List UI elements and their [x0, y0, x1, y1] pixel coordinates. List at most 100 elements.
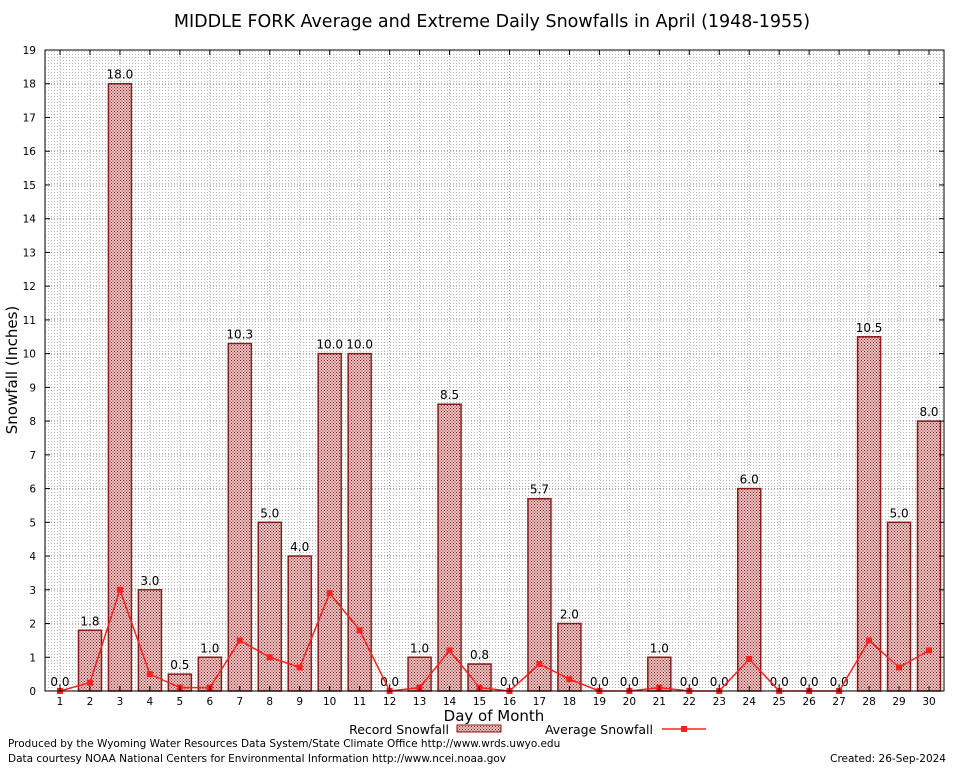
x-tick-label: 23 [713, 696, 726, 708]
legend-label-average: Average Snowfall [545, 722, 653, 737]
y-tick-label: 6 [29, 484, 36, 496]
bar-label-day-1: 0.0 [50, 675, 69, 689]
bar-label-day-11: 10.0 [346, 338, 373, 352]
average-point-day-2 [86, 679, 93, 686]
x-tick-label: 6 [206, 696, 213, 708]
x-tick-label: 18 [563, 696, 576, 708]
bar-label-day-14: 8.5 [440, 388, 459, 402]
bar-label-day-13: 1.0 [410, 641, 429, 655]
average-point-day-17 [536, 661, 543, 668]
bar-day-8 [257, 521, 282, 692]
bar-day-3 [107, 82, 133, 692]
x-tick-label: 21 [653, 696, 666, 708]
bar-label-day-6: 1.0 [200, 641, 219, 655]
x-tick-label: 15 [473, 696, 486, 708]
footer-data-courtesy: Data courtesy NOAA National Centers for … [8, 753, 507, 765]
y-tick-label: 8 [29, 416, 36, 428]
chart-title: MIDDLE FORK Average and Extreme Daily Sn… [174, 12, 810, 32]
x-tick-label: 25 [772, 696, 785, 708]
bar-label-day-18: 2.0 [560, 608, 579, 622]
y-tick-label: 3 [29, 585, 36, 597]
x-axis-ticks: 1 2 3 4 5 6 7 8 9 10 11 12 13 14 15 16 17 18 19 20 21 22 23 24 2… [57, 50, 936, 708]
y-tick-label: 16 [23, 146, 37, 158]
average-point-day-24 [746, 655, 753, 662]
y-tick-label: 17 [23, 112, 36, 124]
bar-label-day-12: 0.0 [380, 675, 399, 689]
x-tick-label: 4 [147, 696, 154, 708]
y-tick-label: 12 [23, 281, 36, 293]
footer-produced-by: Produced by the Wyoming Water Resources … [8, 738, 561, 750]
bar-label-day-26: 0.0 [800, 675, 819, 689]
bar-day-11 [347, 352, 372, 692]
x-tick-label: 3 [117, 696, 124, 708]
bar-label-day-7: 10.3 [226, 328, 253, 342]
y-tick-label: 19 [23, 45, 36, 57]
bar-label-day-8: 5.0 [260, 506, 279, 520]
x-tick-label: 7 [236, 696, 243, 708]
bar-label-day-29: 5.0 [890, 506, 909, 520]
bar-day-10 [317, 352, 342, 692]
average-point-day-9 [296, 664, 303, 671]
average-point-day-28 [866, 637, 873, 644]
x-tick-label: 22 [683, 696, 696, 708]
bar-label-day-5: 0.5 [170, 658, 189, 672]
bar-label-day-24: 6.0 [740, 473, 759, 487]
plot-frame [44, 49, 945, 692]
x-tick-label: 12 [383, 696, 396, 708]
x-tick-label: 30 [922, 696, 935, 708]
y-tick-label: 4 [29, 551, 36, 563]
x-tick-label: 1 [57, 696, 64, 708]
y-tick-label: 13 [23, 247, 36, 259]
legend-swatch-record [456, 724, 502, 733]
legend-marker-average [681, 726, 687, 732]
average-point-day-30 [926, 647, 933, 654]
y-tick-label: 18 [23, 79, 36, 91]
x-tick-label: 14 [443, 696, 457, 708]
x-tick-label: 29 [892, 696, 905, 708]
x-tick-label: 26 [802, 696, 816, 708]
x-tick-label: 17 [533, 696, 546, 708]
x-tick-label: 9 [296, 696, 303, 708]
bar-label-day-3: 18.0 [107, 68, 134, 82]
bar-label-day-30: 8.0 [919, 405, 938, 419]
x-tick-label: 16 [503, 696, 517, 708]
y-tick-label: 11 [23, 315, 36, 327]
average-point-day-3 [116, 586, 123, 593]
x-tick-label: 2 [87, 696, 94, 708]
x-tick-label: 5 [177, 696, 184, 708]
x-tick-label: 28 [862, 696, 875, 708]
bar-label-day-27: 0.0 [830, 675, 849, 689]
x-tick-label: 8 [266, 696, 273, 708]
y-tick-label: 14 [23, 214, 37, 226]
x-axis-label: Day of Month [444, 707, 545, 725]
bar-label-day-4: 3.0 [140, 574, 159, 588]
y-tick-label: 10 [23, 349, 36, 361]
legend-label-record: Record Snowfall [349, 722, 449, 737]
y-tick-label: 5 [29, 517, 36, 529]
average-point-day-4 [146, 671, 153, 678]
average-point-day-14 [446, 647, 453, 654]
x-tick-label: 20 [623, 696, 636, 708]
average-point-day-18 [566, 676, 573, 683]
average-point-day-11 [356, 627, 363, 634]
x-tick-label: 13 [413, 696, 426, 708]
bar-label-day-9: 4.0 [290, 540, 309, 554]
y-tick-label: 1 [29, 652, 36, 664]
bar-label-day-10: 10.0 [316, 338, 343, 352]
average-point-day-10 [326, 590, 333, 597]
average-point-day-7 [236, 637, 243, 644]
bar-label-day-20: 0.0 [620, 675, 639, 689]
bar-label-day-17: 5.7 [530, 483, 549, 497]
y-axis-label: Snowfall (Inches) [3, 306, 21, 434]
y-tick-label: 0 [29, 686, 36, 698]
average-point-day-29 [896, 664, 903, 671]
bar-label-day-19: 0.0 [590, 675, 609, 689]
y-tick-label: 15 [23, 180, 36, 192]
record-snowfall-bars [77, 82, 942, 692]
x-tick-label: 24 [743, 696, 757, 708]
x-tick-label: 27 [832, 696, 845, 708]
bar-label-day-28: 10.5 [856, 321, 883, 335]
y-tick-label: 9 [29, 382, 36, 394]
